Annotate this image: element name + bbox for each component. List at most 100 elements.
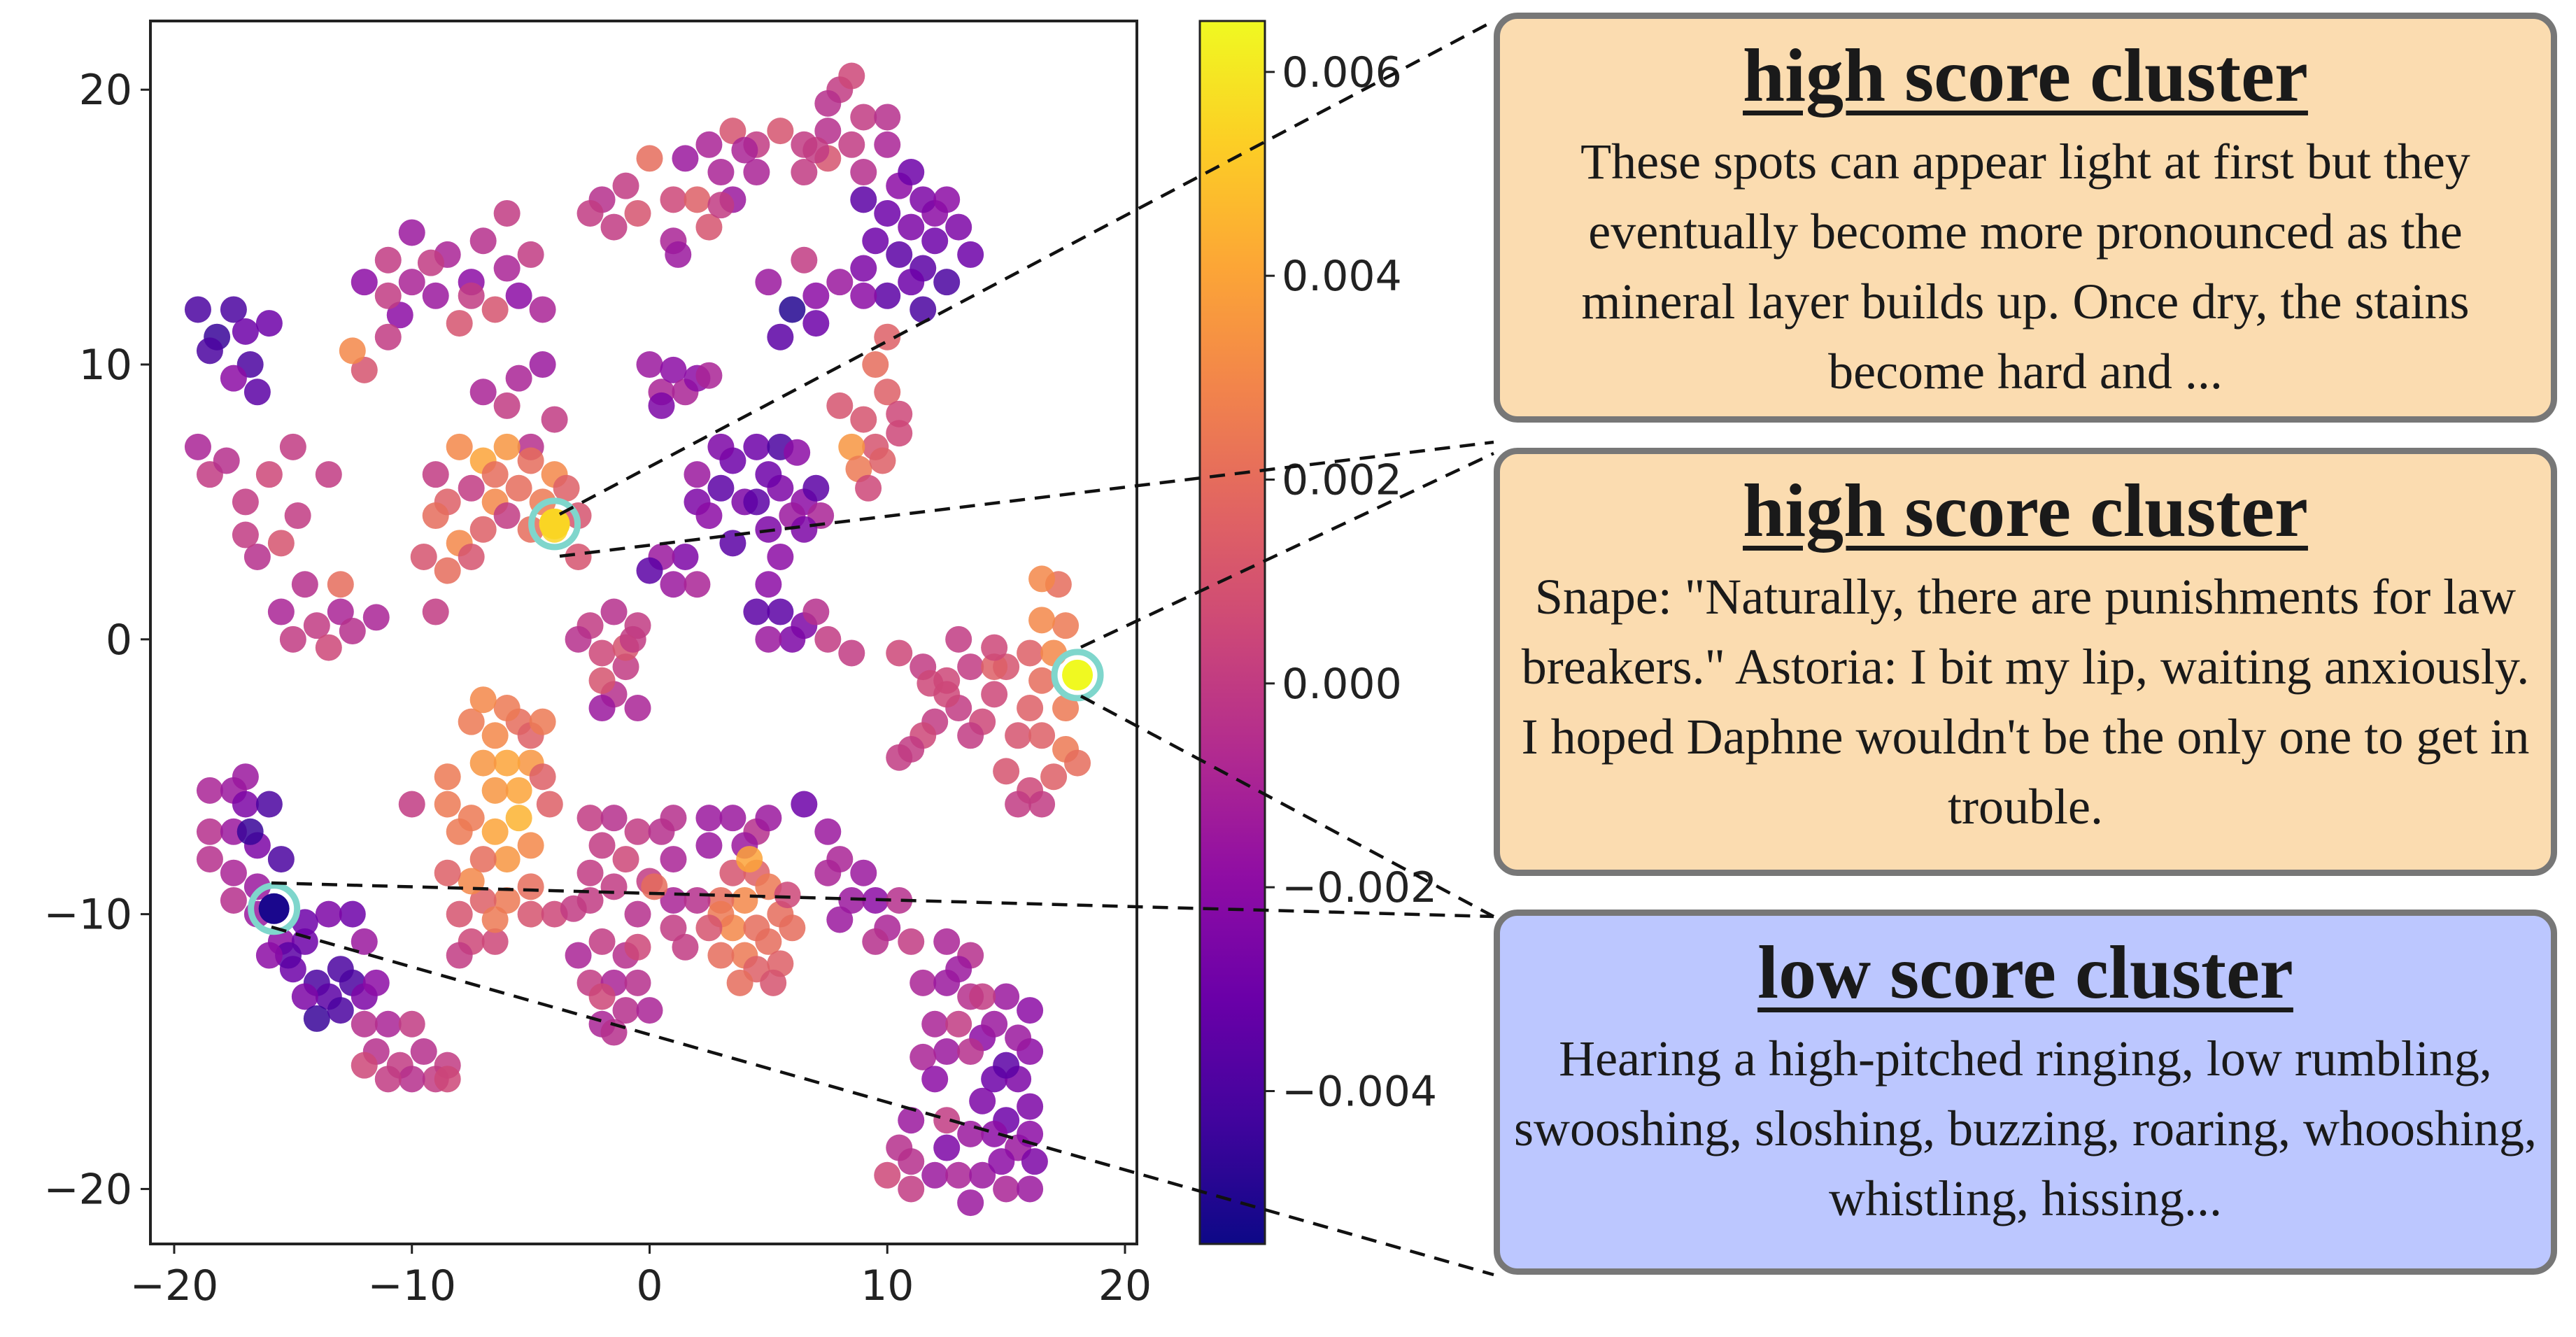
scatter-point bbox=[243, 379, 271, 406]
colorbar-tick-label: 0.006 bbox=[1282, 48, 1402, 97]
leader-line bbox=[559, 440, 1494, 558]
scatter-point bbox=[898, 928, 925, 955]
scatter-point bbox=[636, 145, 663, 172]
scatter-point bbox=[672, 145, 699, 172]
scatter-point bbox=[600, 873, 628, 900]
scatter-point bbox=[933, 1107, 961, 1134]
scatter-point bbox=[446, 433, 473, 460]
highlight-ring bbox=[1051, 649, 1104, 702]
scatter-point bbox=[327, 571, 354, 598]
scatter-point bbox=[886, 420, 913, 447]
scatter-point bbox=[417, 249, 444, 276]
scatter-point bbox=[469, 686, 497, 714]
x-tick-label: 0 bbox=[636, 1261, 663, 1310]
scatter-point bbox=[398, 219, 425, 246]
scatter-point bbox=[969, 1087, 996, 1115]
scatter-point bbox=[236, 818, 264, 845]
scatter-point bbox=[398, 791, 425, 818]
scatter-point bbox=[862, 351, 889, 379]
scatter-point bbox=[351, 356, 378, 383]
scatter-point bbox=[184, 433, 211, 460]
x-tick-label: 10 bbox=[861, 1261, 914, 1310]
scatter-point bbox=[446, 310, 473, 337]
colorbar-tick-label: 0.000 bbox=[1282, 660, 1402, 709]
plot-frame bbox=[149, 20, 1138, 1245]
scatter-point bbox=[988, 1148, 1015, 1175]
scatter-point bbox=[458, 708, 485, 735]
scatter-point bbox=[458, 868, 485, 895]
scatter-point bbox=[779, 296, 806, 323]
scatter-point bbox=[957, 653, 984, 681]
scatter-point bbox=[469, 846, 497, 873]
scatter-point bbox=[576, 805, 604, 832]
scatter-point bbox=[529, 708, 556, 735]
scatter-point bbox=[1017, 695, 1044, 722]
scatter-point bbox=[1040, 763, 1068, 791]
scatter-point bbox=[886, 400, 913, 427]
scatter-point bbox=[469, 749, 497, 777]
x-tick-label: −20 bbox=[130, 1261, 219, 1310]
scatter-point bbox=[196, 818, 223, 845]
scatter-point bbox=[969, 983, 996, 1010]
scatter-point bbox=[481, 296, 509, 323]
scatter-point bbox=[434, 1066, 461, 1093]
scatter-point bbox=[600, 213, 628, 241]
scatter-point bbox=[695, 213, 723, 241]
scatter-point bbox=[303, 1005, 330, 1032]
scatter-point bbox=[505, 777, 532, 804]
scatter-point bbox=[386, 302, 413, 329]
annotation-text: These spots can appear light at first bu… bbox=[1580, 134, 2470, 399]
scatter-point bbox=[850, 159, 877, 186]
scatter-point bbox=[624, 695, 651, 722]
scatter-point bbox=[814, 818, 842, 845]
scatter-point bbox=[351, 1010, 378, 1038]
scatter-point bbox=[1021, 1148, 1048, 1175]
scatter-point bbox=[493, 846, 521, 873]
y-tick-label: 10 bbox=[79, 341, 132, 390]
scatter-point bbox=[886, 639, 913, 667]
scatter-point bbox=[874, 379, 901, 406]
scatter-point bbox=[1028, 565, 1056, 593]
scatter-point bbox=[493, 433, 521, 460]
scatter-point bbox=[850, 282, 877, 309]
scatter-point bbox=[1028, 791, 1056, 818]
highlight-rings bbox=[248, 497, 1104, 935]
scatter-point bbox=[374, 1066, 402, 1093]
scatter-point bbox=[684, 571, 711, 598]
scatter-point bbox=[493, 749, 521, 777]
x-tick-label: −10 bbox=[367, 1261, 456, 1310]
scatter-point bbox=[814, 118, 842, 145]
annotation-box-high-1: high score cluster These spots can appea… bbox=[1494, 13, 2557, 423]
scatter-point bbox=[624, 199, 651, 227]
scatter-point bbox=[874, 104, 901, 131]
scatter-point bbox=[910, 969, 937, 996]
scatter-point bbox=[588, 928, 616, 955]
highlight-ring bbox=[528, 497, 581, 551]
scatter-point bbox=[536, 791, 563, 818]
scatter-point bbox=[945, 1010, 972, 1038]
scatter-point bbox=[993, 1175, 1020, 1203]
scatter-point bbox=[255, 791, 283, 818]
scatter-point bbox=[862, 928, 889, 955]
scatter-point bbox=[981, 634, 1008, 661]
scatter-point bbox=[660, 914, 687, 942]
scatter-point bbox=[874, 131, 901, 158]
scatter-point bbox=[255, 461, 283, 488]
scatter-point bbox=[434, 791, 461, 818]
scatter-point bbox=[855, 474, 882, 502]
scatter-point bbox=[826, 269, 854, 296]
scatter-point bbox=[481, 461, 509, 488]
scatter-point bbox=[981, 1010, 1008, 1038]
annotation-text: Snape: "Naturally, there are punishments… bbox=[1521, 569, 2530, 835]
scatter-point bbox=[351, 1052, 378, 1079]
scatter-point bbox=[624, 818, 651, 845]
scatter-point bbox=[850, 406, 877, 433]
scatter-point bbox=[529, 351, 556, 379]
scatter-point bbox=[446, 942, 473, 969]
scatter-point bbox=[196, 777, 223, 804]
scatter-point bbox=[339, 900, 366, 928]
scatter-point bbox=[576, 859, 604, 886]
scatter-point bbox=[1052, 695, 1080, 722]
scatter-point bbox=[910, 186, 937, 213]
scatter-point bbox=[981, 653, 1008, 681]
